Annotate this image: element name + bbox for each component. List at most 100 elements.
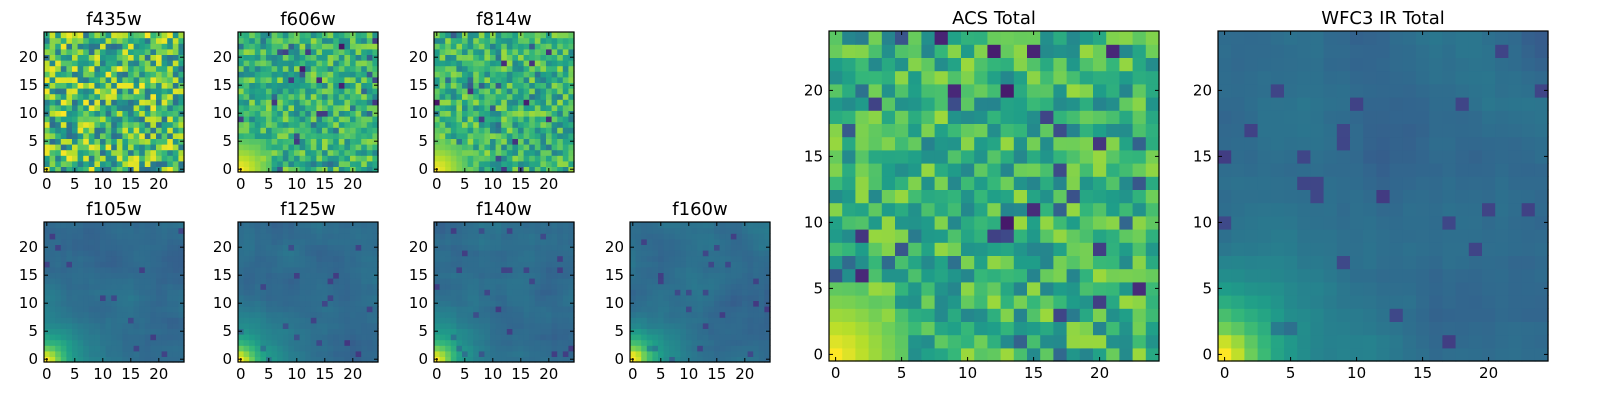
heatmap-cell xyxy=(456,227,463,234)
heatmap-cell xyxy=(88,43,95,50)
heatmap-cell xyxy=(557,350,564,357)
heatmap-cell xyxy=(310,334,317,341)
heatmap-cell xyxy=(83,93,90,100)
heatmap-cell xyxy=(1040,255,1054,270)
heatmap-cell xyxy=(747,350,754,357)
heatmap-cell xyxy=(60,334,67,341)
heatmap-cell xyxy=(271,60,278,67)
heatmap-cell xyxy=(144,71,151,78)
y-tick-label: 15 xyxy=(213,76,232,94)
heatmap-cell xyxy=(518,317,525,324)
heatmap-cell xyxy=(641,294,648,301)
heatmap-cell xyxy=(344,272,351,279)
heatmap-cell xyxy=(83,233,90,240)
heatmap-cell xyxy=(456,266,463,273)
heatmap-cell xyxy=(55,37,62,44)
heatmap-cell xyxy=(551,37,558,44)
heatmap-cell xyxy=(156,127,163,134)
heatmap-cell xyxy=(557,317,564,324)
heatmap-cell xyxy=(736,328,743,335)
heatmap-cell xyxy=(467,127,474,134)
heatmap-cell xyxy=(546,272,553,279)
heatmap-cell xyxy=(116,350,123,357)
heatmap-cell xyxy=(680,339,687,346)
heatmap-cell xyxy=(506,294,513,301)
heatmap-cell xyxy=(282,82,289,89)
heatmap-cell xyxy=(747,345,754,352)
heatmap-cell xyxy=(1106,321,1120,336)
heatmap-cell xyxy=(501,255,508,262)
heatmap-cell xyxy=(1145,255,1160,270)
heatmap-cell xyxy=(523,334,530,341)
heatmap-cell xyxy=(450,160,457,167)
heatmap-cell xyxy=(484,266,491,273)
heatmap-cell xyxy=(150,104,157,111)
heatmap-cell xyxy=(55,155,62,162)
heatmap-cell xyxy=(842,215,856,230)
heatmap-cell xyxy=(243,76,250,83)
heatmap-cell xyxy=(1053,334,1068,349)
heatmap-cell xyxy=(144,37,151,44)
heatmap-cell xyxy=(1106,176,1120,190)
heatmap-cell xyxy=(1093,215,1107,230)
heatmap-cell xyxy=(316,121,323,128)
heatmap-cell xyxy=(652,244,659,251)
heatmap-cell xyxy=(128,82,135,89)
heatmap-cell xyxy=(462,116,469,123)
heatmap-cell xyxy=(111,345,118,352)
heatmap-cell xyxy=(450,356,457,363)
heatmap-cell xyxy=(249,71,256,78)
heatmap-cell xyxy=(299,32,306,39)
heatmap-cell xyxy=(249,345,256,352)
heatmap-cell xyxy=(294,328,301,335)
heatmap-cell xyxy=(546,283,553,290)
heatmap-cell xyxy=(94,127,101,134)
heatmap-cell xyxy=(150,266,157,273)
heatmap-cell xyxy=(1013,308,1028,322)
heatmap-cell xyxy=(49,250,56,257)
heatmap-cell xyxy=(66,222,73,229)
heatmap-cell xyxy=(350,317,357,324)
heatmap-cell xyxy=(144,278,151,285)
heatmap-cell xyxy=(702,328,709,335)
heatmap-cell xyxy=(895,295,909,309)
heatmap-cell xyxy=(1145,176,1160,190)
heatmap-cell xyxy=(128,244,135,251)
heatmap-cell xyxy=(842,229,856,243)
heatmap-cell xyxy=(512,93,519,100)
heatmap-cell xyxy=(551,294,558,301)
heatmap-cell xyxy=(294,350,301,357)
heatmap-cell xyxy=(294,99,301,106)
heatmap-cell xyxy=(462,278,469,285)
heatmap-cell xyxy=(260,104,267,111)
heatmap-cell xyxy=(150,54,157,61)
heatmap-cell xyxy=(294,121,301,128)
heatmap-cell xyxy=(316,317,323,324)
heatmap-cell xyxy=(473,48,480,55)
heatmap-cell xyxy=(764,317,771,324)
heatmap-cell xyxy=(77,60,84,67)
heatmap-cell xyxy=(282,289,289,296)
heatmap-cell xyxy=(344,110,351,117)
heatmap-cell xyxy=(947,255,962,270)
heatmap-cell xyxy=(350,255,357,262)
heatmap-cell xyxy=(529,306,536,313)
heatmap-cell xyxy=(484,345,491,352)
heatmap-cell xyxy=(94,155,101,162)
heatmap-cell xyxy=(669,350,676,357)
heatmap-cell xyxy=(680,222,687,229)
heatmap-cell xyxy=(663,328,670,335)
heatmap-cell xyxy=(534,116,541,123)
heatmap-cell xyxy=(439,43,446,50)
heatmap-cell xyxy=(658,278,665,285)
heatmap-cell xyxy=(557,322,564,329)
heatmap-cell xyxy=(456,60,463,67)
heatmap-cell xyxy=(974,189,988,204)
heatmap-cell xyxy=(568,317,575,324)
heatmap-cell xyxy=(55,233,62,240)
heatmap-cell xyxy=(456,121,463,128)
heatmap-cell xyxy=(161,37,168,44)
heatmap-cell xyxy=(478,82,485,89)
heatmap-cell xyxy=(55,306,62,313)
heatmap-cell xyxy=(1132,229,1147,243)
